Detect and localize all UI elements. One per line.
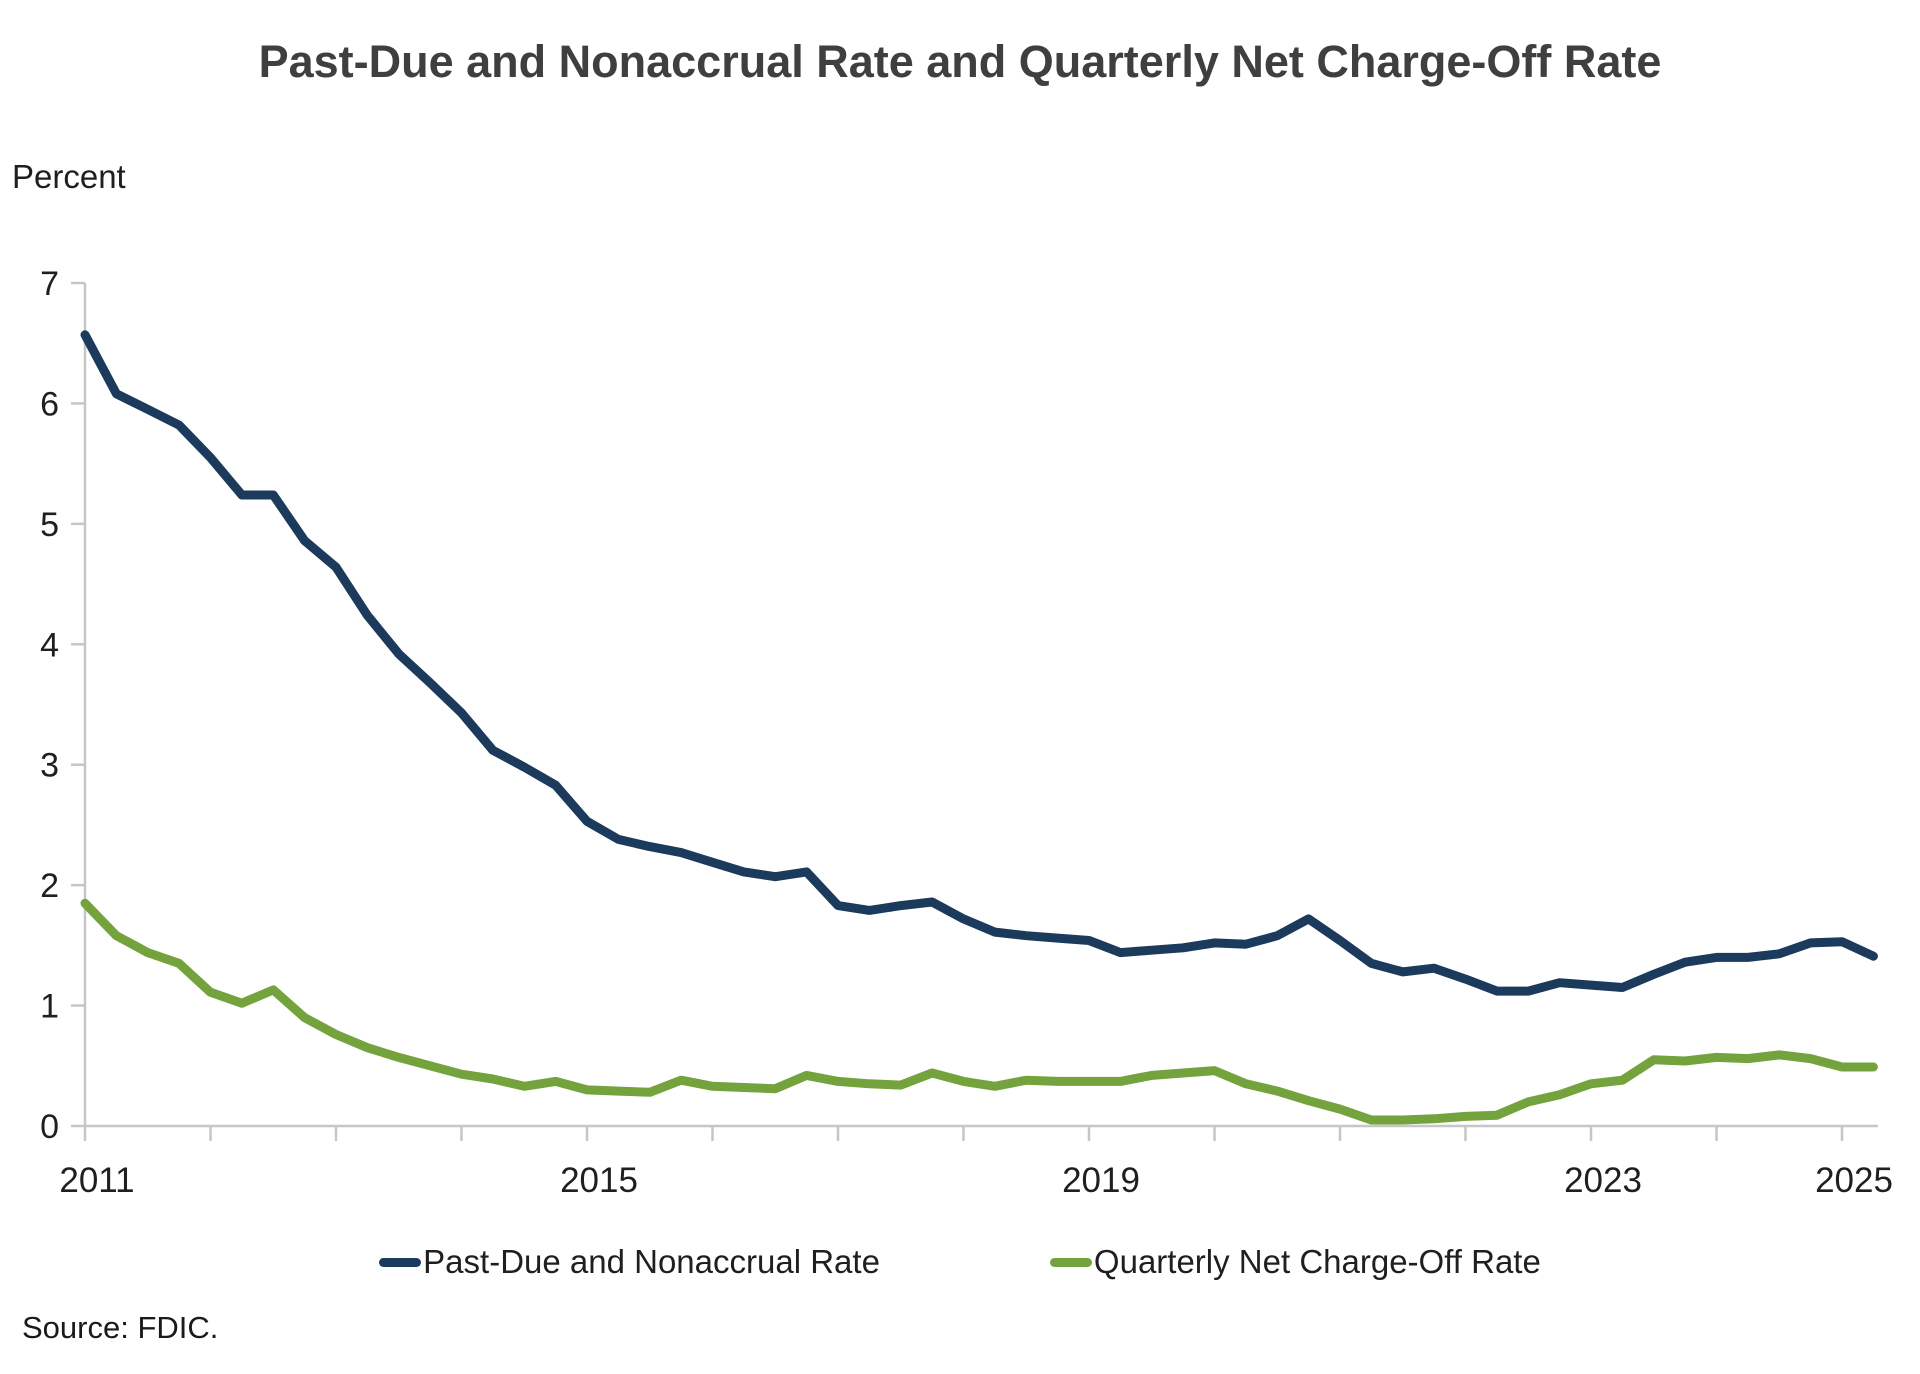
y-axis-tick-labels: 0 1 2 3 4 5 6 7 — [40, 265, 59, 1146]
y-tick-label: 2 — [40, 867, 59, 905]
past-due-line-swatch — [379, 1257, 422, 1267]
charge-off-line-swatch — [1049, 1257, 1092, 1267]
y-axis-unit-label: Percent — [12, 158, 126, 195]
series-line-charge-off — [80, 898, 1878, 1125]
x-axis-tick-labels: 2011 2015 2019 2023 2025 — [59, 1161, 1893, 1200]
source-note: Source: FDIC. — [22, 1310, 219, 1345]
y-tick-label: 0 — [40, 1108, 59, 1146]
y-tick-label: 6 — [40, 385, 59, 423]
x-axis-ticks — [83, 1126, 1844, 1141]
y-tick-label: 4 — [40, 626, 59, 664]
x-tick-label: 2011 — [59, 1161, 134, 1200]
chart-title: Past-Due and Nonaccrual Rate and Quarter… — [258, 36, 1662, 87]
y-tick-label: 1 — [40, 988, 59, 1026]
x-tick-label: 2019 — [1062, 1161, 1140, 1200]
y-tick-label: 7 — [40, 265, 59, 303]
legend-entry-charge-off: Quarterly Net Charge-Off Rate — [1049, 1243, 1541, 1281]
legend-label-past-due: Past-Due and Nonaccrual Rate — [423, 1243, 880, 1280]
x-tick-label: 2023 — [1564, 1161, 1642, 1200]
data-series — [80, 330, 1878, 1125]
legend-entry-past-due: Past-Due and Nonaccrual Rate — [379, 1243, 880, 1281]
axes — [83, 283, 1878, 1128]
legend-label-charge-off: Quarterly Net Charge-Off Rate — [1093, 1243, 1541, 1280]
y-axis-ticks — [71, 281, 85, 1128]
legend: Past-Due and Nonaccrual Rate Quarterly N… — [0, 1243, 1920, 1281]
y-tick-label: 3 — [40, 747, 59, 785]
x-tick-label: 2025 — [1815, 1161, 1893, 1200]
series-line-past-due — [80, 330, 1878, 996]
x-tick-label: 2015 — [560, 1161, 638, 1200]
y-tick-label: 5 — [40, 506, 59, 544]
